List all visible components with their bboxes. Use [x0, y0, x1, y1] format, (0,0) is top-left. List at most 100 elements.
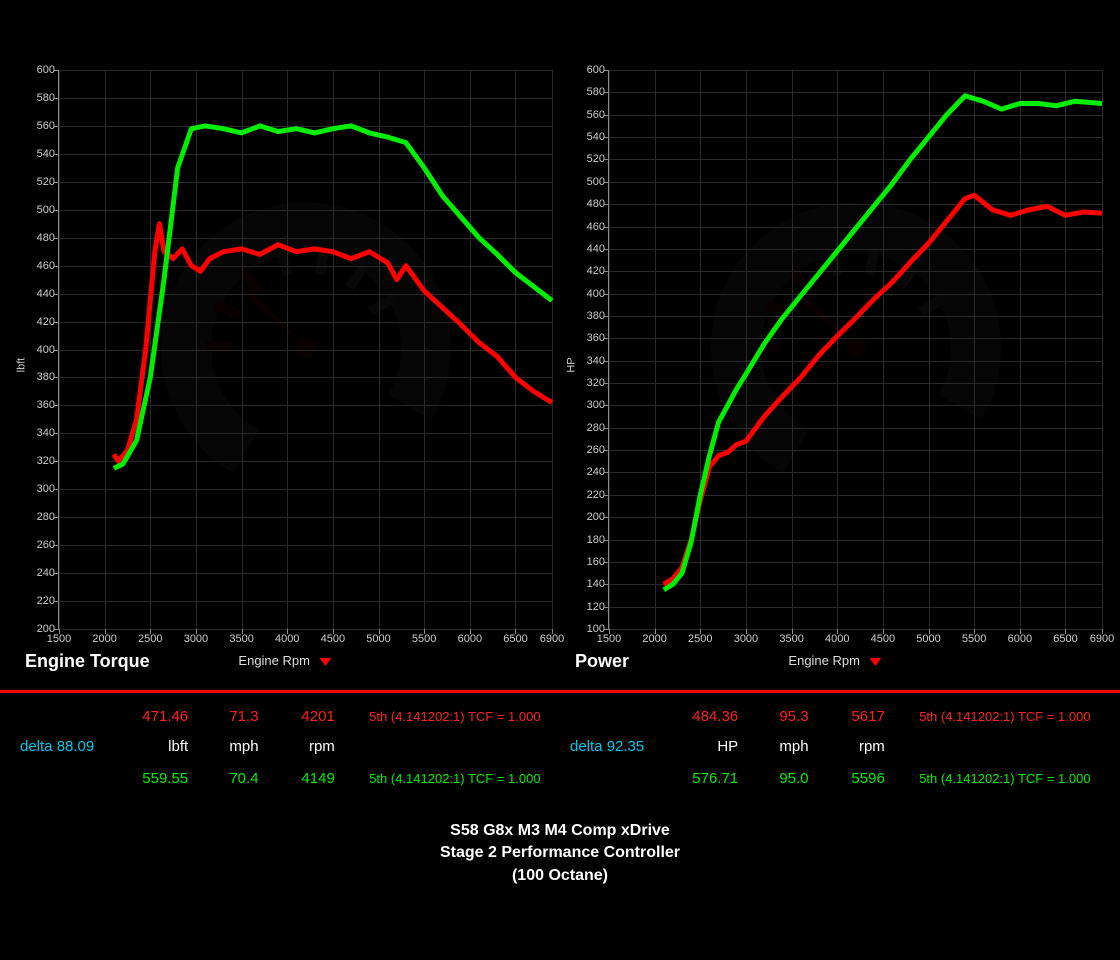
y-tick-label: 180: [587, 534, 609, 546]
x-tick-label: 2000: [92, 629, 116, 645]
y-tick-label: 520: [587, 153, 609, 165]
title-line-3: (100 Octane): [0, 865, 1120, 887]
x-tick-label: 5500: [412, 629, 436, 645]
y-tick-label: 540: [37, 148, 59, 160]
y-tick-label: 440: [587, 243, 609, 255]
y-tick-label: 480: [37, 232, 59, 244]
mph-label: mph: [188, 738, 258, 755]
x-tick-label: 6500: [1053, 629, 1077, 645]
x-axis-text: Engine Rpm: [238, 653, 310, 668]
tuned-gear: 5th (4.141202:1) TCF = 1.000: [335, 771, 560, 786]
x-tick-label: 2500: [138, 629, 162, 645]
y-tick-label: 300: [587, 399, 609, 411]
x-tick-label: 5000: [916, 629, 940, 645]
tuned-value: 559.55: [108, 770, 188, 787]
title-line-2: Stage 2 Performance Controller: [0, 842, 1120, 864]
dropdown-arrow-icon[interactable]: [320, 658, 332, 666]
x-tick-label: 5000: [366, 629, 390, 645]
stock-value: 471.46: [108, 708, 188, 725]
torque-chart-panel: lbft 2002: [10, 60, 560, 670]
x-tick-label: 5500: [962, 629, 986, 645]
x-tick-label: 1500: [597, 629, 621, 645]
x-tick-label: 6500: [503, 629, 527, 645]
power-plot-area: 1001201401601802002202402602803003203403…: [608, 70, 1102, 630]
y-axis-label: HP: [566, 357, 578, 372]
x-tick-label: 3500: [229, 629, 253, 645]
power-readout: 484.36 95.3 5617 5th (4.141202:1) TCF = …: [560, 700, 1110, 820]
y-tick-label: 560: [37, 120, 59, 132]
torque-plot-area: 2002202402602803003203403603804004204404…: [58, 70, 552, 630]
x-axis-text: Engine Rpm: [788, 653, 860, 668]
stock-mph: 95.3: [738, 708, 808, 725]
chart-title: Power: [575, 651, 629, 672]
x-tick-label: 4000: [825, 629, 849, 645]
y-tick-label: 360: [587, 332, 609, 344]
chart-title: Engine Torque: [25, 651, 150, 672]
x-tick-label: 4000: [275, 629, 299, 645]
y-tick-label: 580: [587, 86, 609, 98]
x-tick-label: 1500: [47, 629, 71, 645]
tuned-series: [664, 96, 1102, 590]
y-tick-label: 220: [37, 595, 59, 607]
y-tick-label: 220: [587, 489, 609, 501]
delta-label: delta 92.35: [560, 738, 658, 755]
y-tick-label: 460: [587, 221, 609, 233]
title-line-1: S58 G8x M3 M4 Comp xDrive: [0, 820, 1120, 842]
y-tick-label: 300: [37, 483, 59, 495]
y-tick-label: 340: [587, 355, 609, 367]
y-tick-label: 380: [587, 310, 609, 322]
y-tick-label: 500: [37, 204, 59, 216]
tuned-gear: 5th (4.141202:1) TCF = 1.000: [885, 771, 1110, 786]
y-tick-label: 280: [37, 511, 59, 523]
y-tick-label: 420: [37, 316, 59, 328]
y-tick-label: 600: [37, 64, 59, 76]
y-tick-label: 260: [37, 539, 59, 551]
y-tick-label: 360: [37, 399, 59, 411]
y-tick-label: 320: [587, 377, 609, 389]
y-tick-label: 540: [587, 131, 609, 143]
delta-label: delta 88.09: [10, 738, 108, 755]
stock-series: [114, 224, 552, 462]
y-tick-label: 600: [587, 64, 609, 76]
y-tick-label: 440: [37, 288, 59, 300]
y-tick-label: 120: [587, 601, 609, 613]
tuned-rpm: 5596: [809, 770, 885, 787]
x-tick-label: 4500: [321, 629, 345, 645]
stock-value: 484.36: [658, 708, 738, 725]
y-tick-label: 480: [587, 198, 609, 210]
stock-mph: 71.3: [188, 708, 258, 725]
tuned-mph: 95.0: [738, 770, 808, 787]
torque-readout: 471.46 71.3 4201 5th (4.141202:1) TCF = …: [10, 700, 560, 820]
stock-gear: 5th (4.141202:1) TCF = 1.000: [885, 709, 1110, 724]
dropdown-arrow-icon[interactable]: [870, 658, 882, 666]
tuned-mph: 70.4: [188, 770, 258, 787]
y-tick-label: 560: [587, 109, 609, 121]
series-layer: [609, 70, 1102, 629]
series-layer: [59, 70, 552, 629]
y-tick-label: 380: [37, 371, 59, 383]
x-axis-label: Engine Rpm: [238, 653, 331, 668]
y-tick-label: 580: [37, 92, 59, 104]
mph-label: mph: [738, 738, 808, 755]
y-tick-label: 280: [587, 422, 609, 434]
data-readouts: 471.46 71.3 4201 5th (4.141202:1) TCF = …: [10, 700, 1110, 820]
charts-row: lbft 2002: [10, 60, 1110, 670]
stock-series: [664, 195, 1102, 584]
stock-rpm: 5617: [809, 708, 885, 725]
y-tick-label: 240: [587, 466, 609, 478]
x-tick-label: 3500: [779, 629, 803, 645]
y-tick-label: 340: [37, 427, 59, 439]
unit-label: HP: [658, 738, 738, 755]
y-tick-label: 160: [587, 556, 609, 568]
y-tick-label: 260: [587, 444, 609, 456]
y-tick-label: 320: [37, 455, 59, 467]
rpm-label: rpm: [809, 738, 885, 755]
x-tick-label: 3000: [184, 629, 208, 645]
power-chart-panel: HP 100120: [560, 60, 1110, 670]
y-tick-label: 140: [587, 578, 609, 590]
x-tick-label: 6900: [1090, 629, 1114, 645]
y-tick-label: 420: [587, 265, 609, 277]
y-tick-label: 240: [37, 567, 59, 579]
y-tick-label: 400: [37, 344, 59, 356]
x-tick-label: 2500: [688, 629, 712, 645]
